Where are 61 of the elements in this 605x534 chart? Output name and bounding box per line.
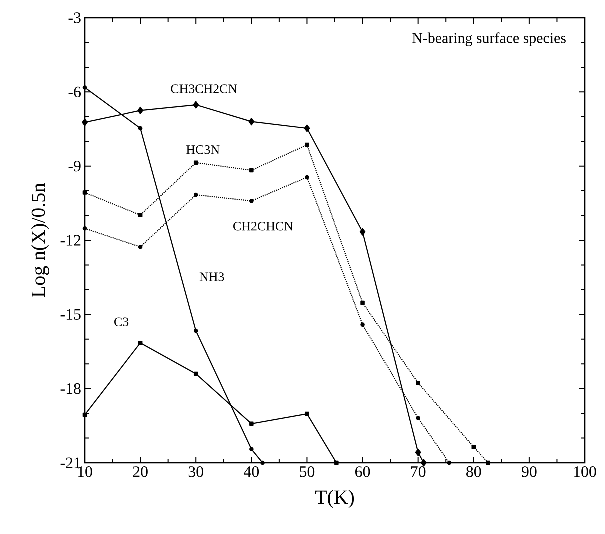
point	[416, 416, 420, 420]
point	[472, 445, 476, 450]
point	[334, 460, 339, 466]
point	[138, 106, 144, 114]
x-tick-label: 10	[78, 466, 92, 478]
x-tick-label: 20	[133, 466, 148, 478]
x-tick-label: 50	[300, 466, 315, 478]
series-label: CH3CH2CN	[171, 84, 238, 94]
point	[193, 101, 200, 109]
x-tick-label: 40	[244, 466, 260, 478]
point	[250, 422, 254, 426]
x-tick-label: 60	[355, 466, 370, 478]
y-tick-label: -3	[68, 12, 81, 24]
series-label: CH2CHCN	[234, 222, 294, 231]
point	[305, 175, 310, 180]
x-tick-label: 70	[411, 466, 426, 478]
point	[194, 372, 198, 376]
point	[305, 412, 310, 416]
point	[138, 340, 143, 346]
x-tick-label: 80	[466, 466, 482, 478]
point	[260, 460, 265, 466]
point	[194, 192, 198, 198]
point	[194, 328, 198, 334]
point	[415, 448, 422, 456]
text: N-bearing surface species	[412, 32, 566, 46]
point	[486, 460, 490, 466]
point	[250, 447, 254, 452]
point	[82, 190, 88, 195]
x-tick-label: 100	[574, 466, 596, 478]
point	[194, 160, 198, 166]
point	[447, 460, 452, 466]
y-tick-label: -9	[68, 160, 81, 172]
point	[248, 118, 255, 126]
point	[360, 300, 365, 306]
point	[305, 142, 310, 148]
point	[360, 322, 365, 327]
y-tick-label: -12	[60, 235, 81, 246]
series-label: HC3N	[186, 146, 220, 154]
point	[250, 199, 254, 204]
x-tick-label: 90	[522, 466, 537, 478]
series-label: NH3	[200, 272, 224, 282]
y-axis-title: Log n(X)/0.5n	[31, 183, 50, 298]
point	[416, 381, 420, 386]
point	[82, 118, 88, 126]
y-tick-label: -15	[60, 309, 81, 320]
y-tick-label: -6	[68, 86, 82, 98]
x-tick-label: 30	[188, 466, 204, 478]
point	[138, 245, 143, 250]
point	[304, 124, 310, 132]
point	[250, 168, 254, 173]
x-axis-title: T(K)	[315, 490, 354, 508]
point	[420, 459, 427, 467]
point	[138, 126, 143, 131]
point	[82, 86, 88, 90]
point	[82, 226, 88, 231]
y-tick-label: -21	[60, 458, 81, 468]
y-tick-label: -18	[60, 383, 81, 394]
legend-label: C3	[114, 318, 129, 326]
point	[138, 213, 143, 218]
point	[360, 228, 366, 236]
point	[82, 412, 88, 418]
